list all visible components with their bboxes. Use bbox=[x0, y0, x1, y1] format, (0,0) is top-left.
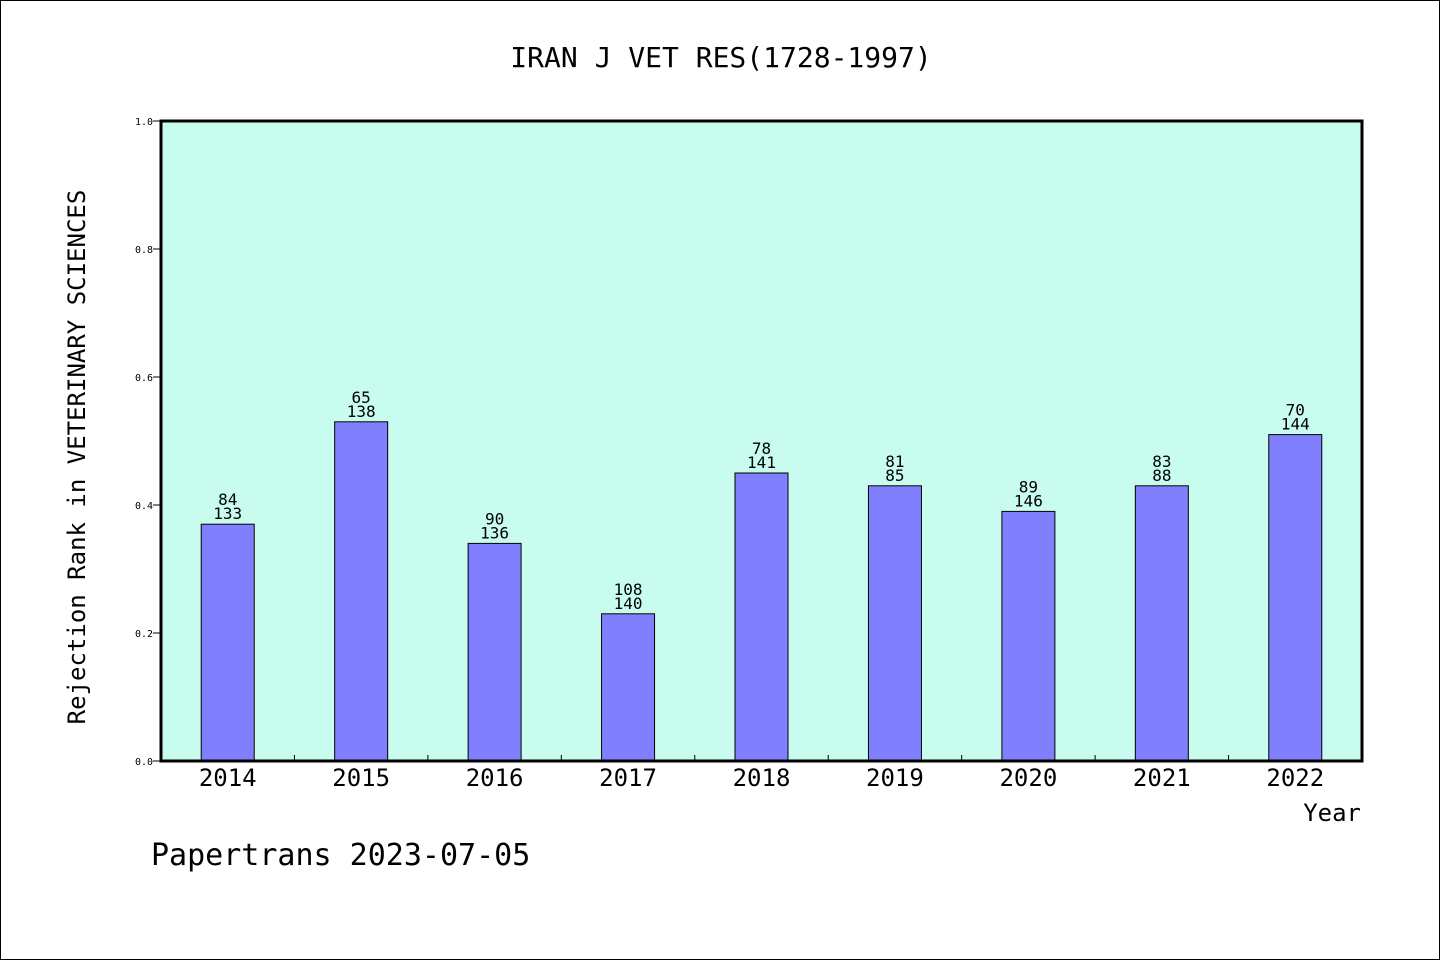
bar-label-bottom: 146 bbox=[1014, 491, 1043, 510]
bar-label-bottom: 133 bbox=[213, 504, 242, 523]
bar-label-top: 84 bbox=[218, 490, 237, 509]
y-tick-label: 0.6 bbox=[135, 373, 153, 384]
bar-label-bottom: 136 bbox=[480, 523, 509, 542]
bar bbox=[1134, 485, 1189, 762]
bar bbox=[1268, 434, 1323, 762]
bar-label-top: 81 bbox=[885, 452, 904, 471]
y-tick-label: 0.8 bbox=[135, 245, 153, 256]
bar bbox=[334, 421, 389, 762]
x-axis-label: Year bbox=[1303, 799, 1361, 827]
bar-label-bottom: 85 bbox=[885, 466, 904, 485]
x-tick-label: 2020 bbox=[999, 764, 1057, 792]
x-tick-label: 2015 bbox=[332, 764, 390, 792]
x-tick-label: 2018 bbox=[733, 764, 791, 792]
x-tick-label: 2019 bbox=[866, 764, 924, 792]
bar bbox=[734, 472, 789, 762]
bar bbox=[601, 613, 656, 762]
bar-label-bottom: 88 bbox=[1152, 466, 1171, 485]
bar-label-top: 70 bbox=[1286, 401, 1305, 420]
bar-label-top: 89 bbox=[1019, 477, 1038, 496]
bar-label-bottom: 140 bbox=[614, 594, 643, 613]
x-tick-label: 2022 bbox=[1266, 764, 1324, 792]
y-axis-label: Rejection Rank in VETERINARY SCIENCES bbox=[63, 190, 91, 725]
bar-label-bottom: 144 bbox=[1281, 415, 1310, 434]
x-tick-label: 2014 bbox=[199, 764, 257, 792]
footer-stamp: Papertrans 2023-07-05 bbox=[151, 838, 530, 873]
bar-label-top: 90 bbox=[485, 509, 504, 528]
bar-label-top: 83 bbox=[1152, 452, 1171, 471]
y-tick-label: 0.0 bbox=[135, 757, 153, 768]
x-tick-label: 2017 bbox=[599, 764, 657, 792]
y-axis: 0.0 0.2 0.4 0.6 0.8 1.0 bbox=[135, 117, 161, 768]
y-tick-label: 0.4 bbox=[135, 501, 153, 512]
bar bbox=[1001, 510, 1056, 762]
plot-border bbox=[159, 119, 1364, 763]
y-tick-label: 0.2 bbox=[135, 629, 153, 640]
chart-title: IRAN J VET RES(1728-1997) bbox=[510, 41, 931, 74]
x-tick-label: 2021 bbox=[1133, 764, 1191, 792]
bar-label-top: 65 bbox=[352, 388, 371, 407]
bar bbox=[200, 523, 255, 762]
bar-label-bottom: 141 bbox=[747, 453, 776, 472]
bar bbox=[467, 542, 522, 762]
bar-label-bottom: 138 bbox=[347, 402, 376, 421]
bar bbox=[867, 485, 922, 762]
bar-label-top: 108 bbox=[614, 580, 643, 599]
bar-label-top: 78 bbox=[752, 439, 771, 458]
y-tick-label: 1.0 bbox=[135, 117, 153, 128]
x-axis: 2014 2015 2016 2017 2018 2019 2020 2021 2022 bbox=[199, 755, 1324, 792]
x-tick-label: 2016 bbox=[466, 764, 524, 792]
